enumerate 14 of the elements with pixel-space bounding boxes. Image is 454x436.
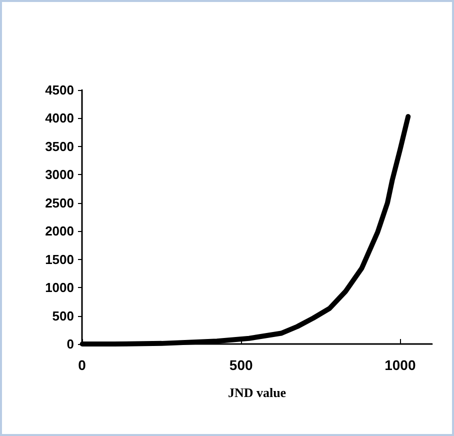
y-tick-label: 3000 xyxy=(45,167,74,182)
y-tick-label: 0 xyxy=(66,336,74,352)
y-tick-label: 2500 xyxy=(45,195,74,210)
y-tick-label: 1500 xyxy=(45,252,74,267)
x-axis-title: JND value xyxy=(228,385,286,400)
x-tick-label: 1000 xyxy=(384,357,416,373)
x-tick-label: 500 xyxy=(229,357,253,373)
x-tick-label: 0 xyxy=(78,357,86,373)
y-tick-label: 1000 xyxy=(45,280,74,296)
y-tick-label: 3500 xyxy=(45,138,74,154)
y-tick-label: 2000 xyxy=(45,224,74,239)
y-tick-label: 4500 xyxy=(45,82,74,98)
y-tick-label: 4000 xyxy=(45,110,74,126)
y-tick-label: 500 xyxy=(52,308,74,324)
